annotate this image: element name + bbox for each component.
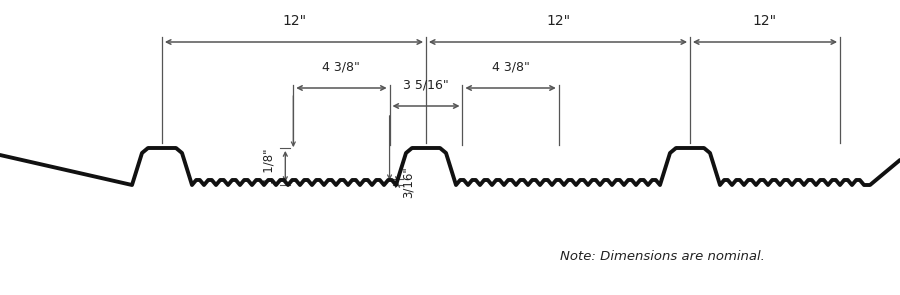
Text: 12": 12"	[546, 14, 570, 28]
Text: 12": 12"	[753, 14, 777, 28]
Text: 1 1/8": 1 1/8"	[262, 149, 275, 184]
Text: 4 3/8": 4 3/8"	[322, 61, 360, 74]
Text: Note: Dimensions are nominal.: Note: Dimensions are nominal.	[560, 250, 765, 263]
Text: 4 3/8": 4 3/8"	[491, 61, 529, 74]
Text: 3/16": 3/16"	[401, 166, 415, 198]
Text: 3 5/16": 3 5/16"	[403, 79, 449, 92]
Text: 12": 12"	[282, 14, 306, 28]
